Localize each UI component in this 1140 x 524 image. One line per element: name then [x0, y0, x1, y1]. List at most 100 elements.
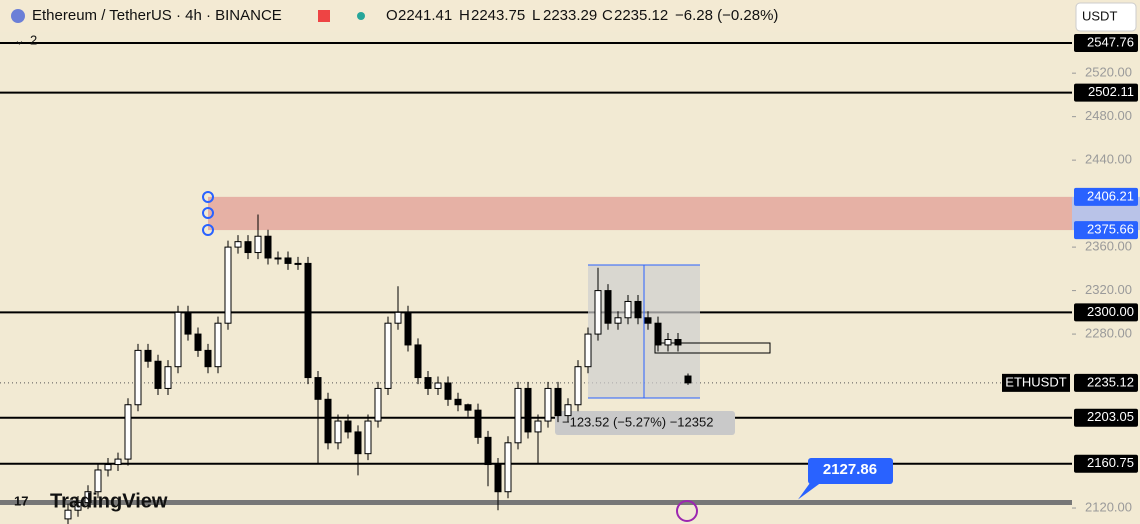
- y-tick-label: 2320.00: [1085, 282, 1132, 297]
- candle-body: [614, 317, 622, 324]
- level-label: 2547.76: [1087, 34, 1134, 49]
- candle-body: [364, 420, 372, 455]
- symbol-icon: [11, 9, 25, 23]
- ohlc-label: C: [602, 7, 613, 24]
- ohlc-value: 2243.75: [471, 7, 525, 24]
- candle-body: [214, 322, 222, 368]
- candle-body: [244, 241, 252, 254]
- candle-body: [644, 317, 652, 324]
- candle-body: [184, 311, 192, 335]
- ohlc-value: 2233.29: [543, 7, 597, 24]
- candle-body: [444, 382, 452, 400]
- candle-body: [124, 404, 132, 460]
- brand-icon: 17: [14, 493, 28, 508]
- candle-body: [74, 502, 82, 511]
- handle[interactable]: [202, 191, 214, 203]
- ohlc-change: −6.28 (−0.28%): [675, 7, 778, 24]
- candle-body: [294, 262, 302, 265]
- status-dot: [357, 12, 365, 20]
- candle-body: [474, 409, 482, 438]
- level-tag: [1074, 303, 1138, 322]
- currency-button[interactable]: [1075, 2, 1137, 32]
- collapse-icon[interactable]: ⌄: [14, 32, 25, 47]
- y-tick-label: 2280.00: [1085, 326, 1132, 341]
- candle-body: [684, 375, 692, 384]
- candle-body: [84, 491, 92, 504]
- candle-body: [594, 290, 602, 335]
- candle-body: [634, 300, 642, 319]
- level-label: 2502.11: [1088, 84, 1134, 99]
- brand: TradingView: [50, 490, 168, 512]
- candle-body: [534, 420, 542, 433]
- candle-body: [524, 387, 532, 433]
- measure-label: −123.52 (−5.27%) −12352: [562, 414, 713, 429]
- candle-body: [194, 333, 202, 351]
- candle-body: [394, 311, 402, 324]
- candle-body: [454, 398, 462, 406]
- candle-body: [514, 387, 522, 444]
- ohlc-label: O: [386, 7, 398, 24]
- handle[interactable]: [202, 224, 214, 236]
- symbol-title[interactable]: Ethereum / TetherUS · 4h · BINANCE: [32, 7, 282, 24]
- candle-body: [404, 311, 412, 346]
- candle-body: [504, 442, 512, 493]
- zone: [208, 196, 1072, 231]
- candle-body: [344, 420, 352, 433]
- ohlc-value: 2241.41: [398, 7, 452, 24]
- currency-label[interactable]: USDT: [1082, 8, 1117, 23]
- level-tag: [1074, 408, 1138, 427]
- level-tag: [1074, 454, 1138, 473]
- y-tick-label: 2360.00: [1085, 239, 1132, 254]
- ohlc-label: L: [532, 7, 540, 24]
- price-label: 2235.12: [1087, 374, 1134, 389]
- y-tick-label: 2480.00: [1085, 108, 1132, 123]
- level-label: 2203.05: [1087, 409, 1134, 424]
- candle-body: [224, 246, 232, 324]
- candle-body: [354, 431, 362, 455]
- candle-body: [414, 344, 422, 379]
- flag-icon[interactable]: [318, 10, 330, 22]
- candle-body: [64, 509, 72, 520]
- ohlc-value: 2235.12: [614, 7, 668, 24]
- candle-body: [204, 349, 212, 368]
- candle-body: [164, 366, 172, 389]
- level-tag: [1074, 33, 1138, 52]
- callout-label: 2127.86: [823, 461, 877, 478]
- candle-body: [254, 235, 262, 254]
- indicator-count[interactable]: 2: [30, 32, 37, 47]
- candle-body: [484, 436, 492, 466]
- y-tick-label: 2440.00: [1085, 152, 1132, 167]
- level-label: 2300.00: [1087, 304, 1134, 319]
- candle-body: [554, 387, 562, 417]
- candle-body: [564, 404, 572, 417]
- level-label: 2160.75: [1087, 455, 1134, 470]
- candle-body: [464, 404, 472, 411]
- candle-body: [284, 257, 292, 264]
- drawing-box: [654, 342, 771, 354]
- price-tag: [1074, 373, 1138, 392]
- symbol-tag-label: ETHUSDT: [1005, 374, 1066, 389]
- candle-body: [434, 382, 442, 389]
- candle-body: [234, 241, 242, 248]
- candle-body: [494, 464, 502, 493]
- y-tick-label: 2520.00: [1085, 65, 1132, 80]
- measure-label-bg: [555, 411, 735, 435]
- candle-body: [264, 235, 272, 259]
- header-bar: [0, 0, 1140, 32]
- candle-body: [654, 322, 662, 346]
- zone-label: 2375.66: [1087, 222, 1134, 237]
- level-tag: [1074, 83, 1138, 102]
- candle-body: [304, 262, 312, 379]
- candle-body: [174, 311, 182, 368]
- candle-body: [674, 339, 682, 346]
- handle[interactable]: [202, 207, 214, 219]
- event-icon[interactable]: [676, 500, 698, 522]
- candle-body: [374, 387, 382, 422]
- zone-tag: [1074, 187, 1138, 206]
- candle-body: [664, 339, 672, 346]
- candle-body: [574, 366, 582, 406]
- candle-body: [274, 257, 282, 260]
- zone-label: 2406.21: [1087, 188, 1134, 203]
